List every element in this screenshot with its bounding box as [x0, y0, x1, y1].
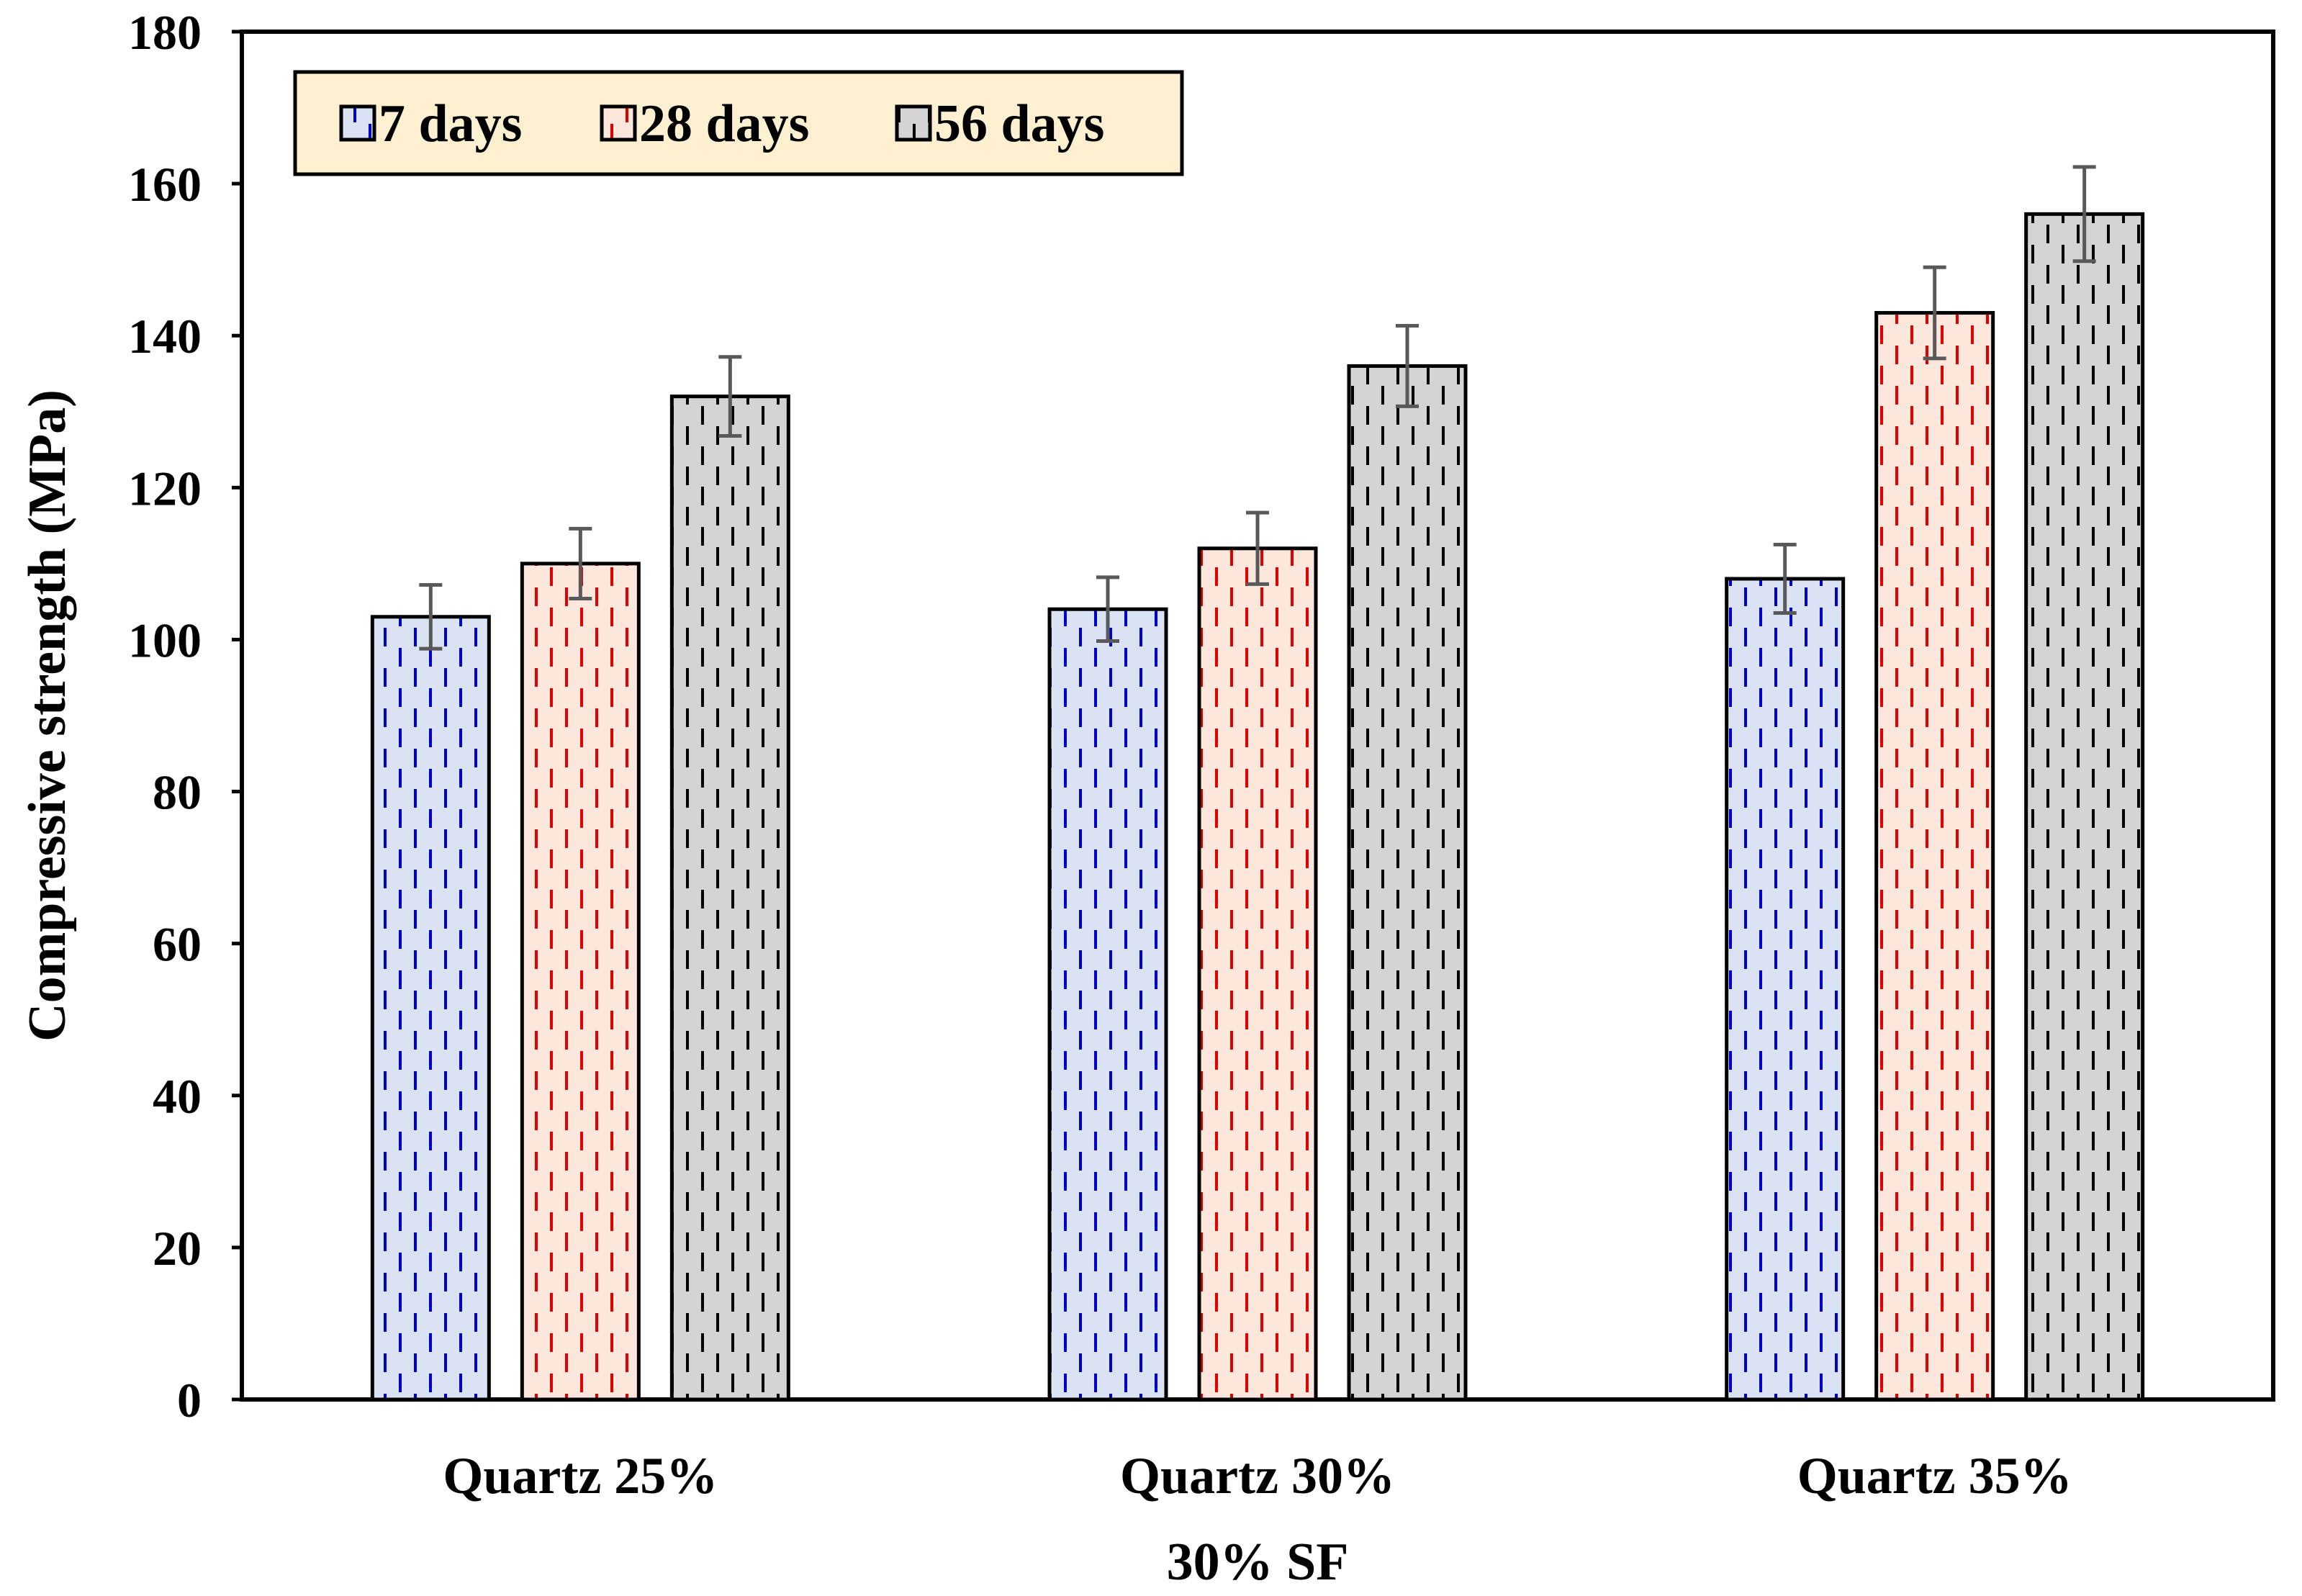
- bar-56-days-2: [1347, 364, 1468, 1402]
- bar-28-days-2: [1197, 546, 1318, 1402]
- y-tick-label: 80: [153, 765, 202, 820]
- y-tick-label: 60: [153, 917, 202, 972]
- error-bar: [1396, 324, 1419, 408]
- error-bar: [1773, 543, 1797, 615]
- bar-7-days-2: [1047, 607, 1168, 1402]
- legend-label: 28 days: [639, 94, 809, 153]
- legend-swatch: [339, 104, 376, 142]
- y-tick-label: 0: [177, 1373, 202, 1428]
- bar-series: [370, 165, 2145, 1402]
- y-tick-label: 160: [128, 157, 202, 212]
- x-axis-title: 30% SF: [1167, 1533, 1349, 1592]
- legend: 7 days 28 days 56 days: [293, 70, 1184, 176]
- bar-7-days-3: [1725, 577, 1846, 1402]
- y-tick-label: 120: [128, 461, 202, 515]
- bar-7-days-1: [370, 615, 491, 1402]
- legend-item-28-days: 28 days: [600, 94, 809, 153]
- legend-swatch: [600, 104, 637, 142]
- y-tick-label: 40: [153, 1069, 202, 1124]
- y-tick-label: 180: [128, 5, 202, 60]
- x-category-label: Quartz 25%: [443, 1447, 718, 1505]
- error-bar: [1923, 265, 1946, 361]
- x-category-label: Quartz 30%: [1120, 1447, 1395, 1505]
- legend-label: 56 days: [934, 94, 1104, 153]
- legend-item-56-days: 56 days: [895, 94, 1104, 153]
- error-bar: [718, 355, 742, 438]
- legend-item-7-days: 7 days: [339, 94, 522, 153]
- bar-28-days-3: [1874, 311, 1995, 1402]
- legend-label: 7 days: [379, 94, 522, 153]
- x-axis-category-labels: Quartz 25% Quartz 30% Quartz 35%: [443, 1447, 2072, 1505]
- x-category-label: Quartz 35%: [1797, 1447, 2072, 1505]
- error-bar: [419, 582, 443, 651]
- legend-box: [293, 70, 1184, 176]
- y-tick-label: 140: [128, 309, 202, 364]
- y-tick-label: 100: [128, 613, 202, 667]
- legend-swatch: [895, 104, 932, 142]
- bar-56-days-3: [2024, 212, 2145, 1402]
- bar-56-days-1: [669, 395, 790, 1402]
- y-tick-label: 20: [153, 1221, 202, 1276]
- y-axis-title: Compressive strength (MPa): [18, 389, 77, 1042]
- y-axis-ticks: 0 20 40 60 80 100 120 140 160 180: [128, 5, 242, 1428]
- error-bar: [569, 526, 592, 600]
- error-bar: [1096, 575, 1119, 644]
- bar-28-days-1: [520, 562, 641, 1402]
- error-bar: [2072, 165, 2096, 263]
- error-bar: [1246, 510, 1269, 586]
